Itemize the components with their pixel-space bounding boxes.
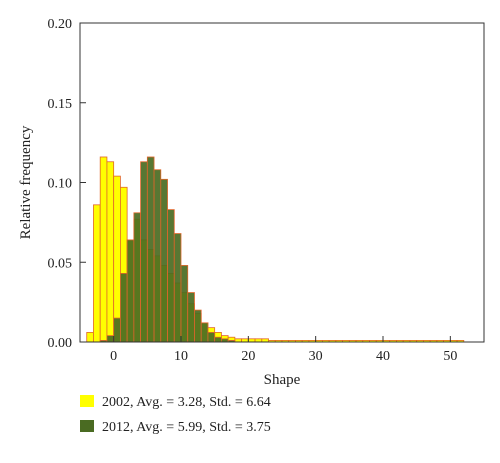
- bar-2002: [113, 175, 121, 343]
- x-tick-label: 10: [174, 349, 188, 364]
- legend-label-2012: 2012, Avg. = 5.99, Std. = 3.75: [102, 420, 271, 435]
- bar-2012: [180, 265, 189, 343]
- bar-2002: [86, 332, 94, 343]
- x-tick-label: 50: [443, 349, 457, 364]
- bar-2012: [160, 178, 168, 343]
- x-axis: 0 10 20 30 40 50: [110, 336, 457, 364]
- bar-2012: [106, 335, 115, 343]
- y-tick-label: 0.00: [48, 336, 73, 351]
- x-axis-title: Shape: [264, 372, 301, 388]
- x-tick-label: 20: [241, 349, 255, 364]
- legend-swatch-2002: [80, 395, 94, 407]
- bar-2002: [106, 161, 115, 343]
- bar-2012: [187, 292, 195, 343]
- bar-2002: [99, 156, 108, 343]
- bar-2012: [126, 239, 135, 343]
- bar-2012: [173, 233, 182, 343]
- x-tick-label: 0: [110, 349, 117, 364]
- bar-2012: [200, 322, 209, 343]
- bar-2012: [153, 169, 162, 343]
- x-tick-label: 40: [376, 349, 390, 364]
- bar-2012: [207, 332, 216, 343]
- y-tick-label: 0.20: [48, 17, 73, 32]
- legend-swatch-2012: [80, 420, 94, 432]
- bar-2002: [93, 204, 101, 343]
- y-axis-title: Relative frequency: [18, 125, 34, 239]
- bar-2012: [120, 273, 128, 343]
- legend: 2002, Avg. = 3.28, Std. = 6.64 2012, Avg…: [80, 395, 271, 435]
- bar-2012: [113, 317, 121, 343]
- bar-2012: [194, 309, 202, 343]
- bar-2012: [167, 209, 175, 343]
- legend-label-2002: 2002, Avg. = 3.28, Std. = 6.64: [102, 395, 271, 410]
- bar-2012: [140, 161, 148, 343]
- y-tick-label: 0.05: [48, 256, 73, 271]
- y-tick-label: 0.10: [48, 177, 73, 192]
- x-tick-label: 30: [309, 349, 323, 364]
- bar-2012: [133, 212, 142, 343]
- y-axis: 0.00 0.05 0.10 0.15 0.20: [48, 17, 86, 351]
- y-tick-label: 0.15: [48, 97, 73, 112]
- bar-2012: [214, 336, 222, 343]
- bar-2012: [146, 156, 155, 343]
